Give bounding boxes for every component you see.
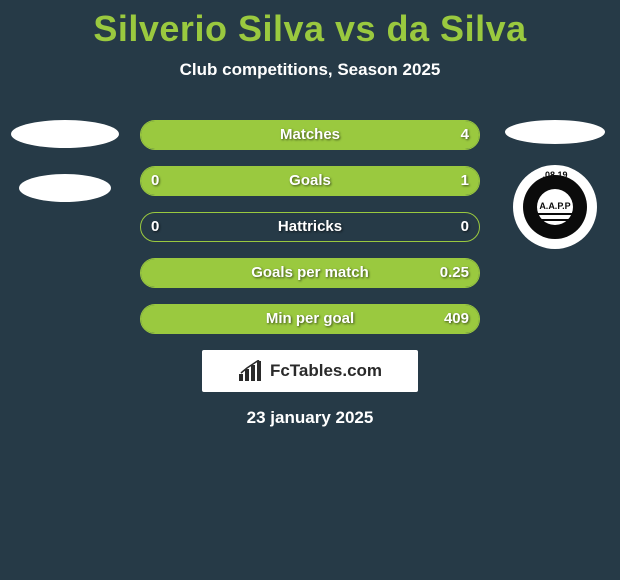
- player-badge-ellipse: [19, 174, 111, 202]
- stat-right-value: 409: [444, 305, 469, 333]
- stat-row: Goals per match 0.25: [140, 258, 480, 288]
- stat-row: 0 Hattricks 0: [140, 212, 480, 242]
- date-label: 23 january 2025: [0, 408, 620, 428]
- stat-right-value: 4: [461, 121, 469, 149]
- stat-rows: Matches 4 0 Goals 1 0 Hattricks 0 Goals per matc…: [140, 120, 480, 334]
- left-player-logos: [5, 120, 125, 202]
- svg-text:.08.19: .08.19: [542, 170, 567, 180]
- stat-label: Goals: [289, 167, 331, 195]
- stat-right-value: 0.25: [440, 259, 469, 287]
- stat-label: Goals per match: [251, 259, 369, 287]
- stat-right-value: 1: [461, 167, 469, 195]
- stat-row: 0 Goals 1: [140, 166, 480, 196]
- player-badge-ellipse: [505, 120, 605, 144]
- site-badge: FcTables.com: [202, 350, 418, 392]
- comparison-panel: .08.19A.A.P.P Matches40Goals10Hattricks0…: [0, 120, 620, 334]
- stat-right-value: 0: [461, 213, 469, 241]
- club-badge: .08.19 A.A.P.P: [512, 164, 598, 255]
- site-text: FcTables.com: [270, 361, 382, 381]
- stat-label: Hattricks: [278, 213, 342, 241]
- stat-left-value: 0: [151, 167, 159, 195]
- player-badge-ellipse: [11, 120, 119, 148]
- stat-row: Min per goal 409: [140, 304, 480, 334]
- right-player-logos: .08.19 A.A.P.P: [495, 120, 615, 255]
- subtitle: Club competitions, Season 2025: [0, 60, 620, 80]
- stat-left-value: 0: [151, 213, 159, 241]
- svg-text:A.A.P.P: A.A.P.P: [539, 201, 570, 211]
- stat-row: Matches 4: [140, 120, 480, 150]
- site-bars-icon: [238, 360, 264, 382]
- stat-label: Min per goal: [266, 305, 354, 333]
- stat-label: Matches: [280, 121, 340, 149]
- page-title: Silverio Silva vs da Silva: [0, 0, 620, 50]
